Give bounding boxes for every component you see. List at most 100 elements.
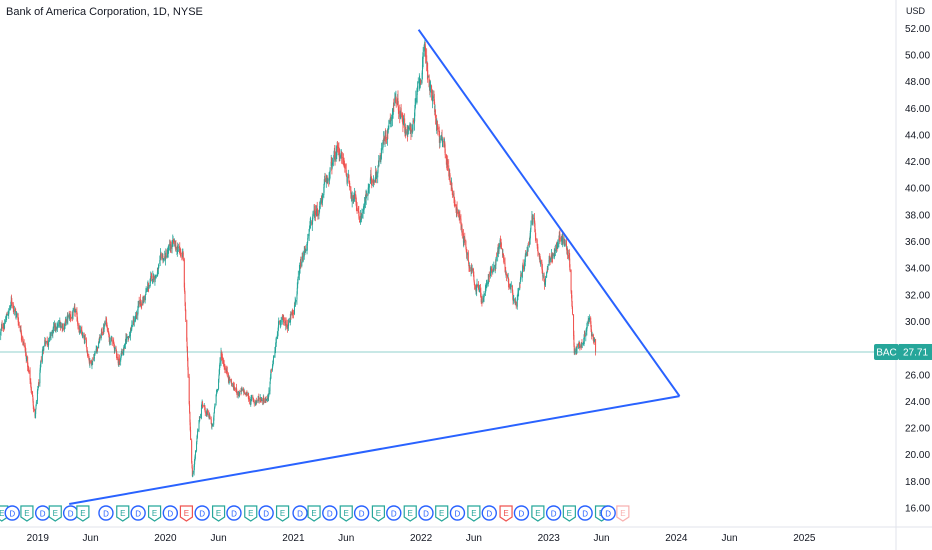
candle-body xyxy=(219,361,221,365)
earnings-marker[interactable]: D xyxy=(62,505,79,521)
dividend-marker[interactable]: E xyxy=(307,505,321,522)
candles xyxy=(0,39,597,478)
candle-body xyxy=(270,369,272,371)
dividend-marker[interactable]: E xyxy=(562,505,576,522)
candle-body xyxy=(197,431,199,435)
candle-body xyxy=(148,287,150,289)
dividend-marker[interactable]: E xyxy=(531,505,545,522)
candle-body xyxy=(346,177,348,184)
candle-body xyxy=(275,346,277,350)
candle-body xyxy=(297,282,299,289)
candle-body xyxy=(89,360,91,362)
earnings-marker[interactable]: D xyxy=(292,505,308,521)
dividend-marker[interactable]: E xyxy=(339,505,353,522)
candle-body xyxy=(165,252,167,257)
candle-body xyxy=(351,195,353,201)
earnings-marker[interactable]: D xyxy=(386,505,402,521)
split-marker[interactable]: E xyxy=(179,505,194,522)
dividend-marker[interactable]: E xyxy=(371,505,386,522)
candle-body xyxy=(578,342,580,346)
candle-body xyxy=(153,275,155,280)
earnings-marker[interactable]: D xyxy=(258,505,274,521)
trendline-upper[interactable] xyxy=(417,29,681,397)
candle-body xyxy=(217,389,219,390)
candle-body xyxy=(295,300,297,302)
candle-body xyxy=(116,356,118,358)
event-letter: E xyxy=(567,509,572,518)
candle-body xyxy=(512,290,514,295)
candle-body xyxy=(277,330,279,336)
earnings-marker[interactable]: D xyxy=(194,505,210,521)
earnings-marker[interactable]: D xyxy=(353,505,370,521)
candle-body xyxy=(203,405,205,407)
dividend-marker[interactable]: E xyxy=(20,505,34,522)
dividend-marker[interactable]: E xyxy=(275,505,290,522)
earnings-marker[interactable]: D xyxy=(545,505,562,521)
candle-body xyxy=(459,216,461,220)
candle-body xyxy=(182,254,184,258)
candle-body xyxy=(187,357,189,367)
dividend-marker[interactable]: E xyxy=(147,505,162,522)
earnings-marker[interactable]: D xyxy=(226,505,242,521)
x-tick-label: 2020 xyxy=(154,533,177,544)
candle-body xyxy=(524,255,526,263)
candle-body xyxy=(381,149,383,155)
earnings-marker[interactable]: D xyxy=(98,505,114,521)
dividend-marker[interactable]: E xyxy=(467,505,481,522)
dividend-marker[interactable]: E xyxy=(76,505,90,522)
candle-body xyxy=(540,260,542,262)
earnings-marker[interactable]: D xyxy=(600,505,616,521)
earnings-marker[interactable]: D xyxy=(481,505,497,521)
dividend-marker[interactable]: E xyxy=(435,505,449,522)
split-upcoming-marker[interactable]: E xyxy=(616,505,630,522)
candle-body xyxy=(194,450,196,456)
earnings-marker[interactable]: D xyxy=(4,505,20,521)
candle-body xyxy=(109,341,111,343)
candle-body xyxy=(4,322,6,329)
candle-body xyxy=(185,309,187,320)
dividend-marker[interactable]: E xyxy=(116,505,130,522)
candle-body xyxy=(103,325,105,329)
earnings-marker[interactable]: D xyxy=(130,505,146,521)
candle-body xyxy=(280,320,282,323)
dividend-marker[interactable]: E xyxy=(244,505,258,522)
earnings-marker[interactable]: D xyxy=(322,505,338,521)
candle-body xyxy=(298,270,300,276)
candle-body xyxy=(473,275,475,280)
candle-body xyxy=(400,108,402,115)
candle-body xyxy=(570,269,572,292)
event-letter: D xyxy=(297,510,303,519)
earnings-marker[interactable]: D xyxy=(34,505,51,521)
candle-body xyxy=(561,238,563,242)
dividend-marker[interactable]: E xyxy=(48,505,62,522)
split-marker[interactable]: E xyxy=(499,505,513,522)
dividend-marker[interactable]: E xyxy=(211,505,226,522)
candle-body xyxy=(589,318,591,320)
candle-body xyxy=(87,353,89,357)
earnings-marker[interactable]: D xyxy=(162,505,179,521)
candle-body xyxy=(236,389,238,393)
earnings-marker[interactable]: D xyxy=(577,505,593,521)
candle-body xyxy=(456,212,458,214)
candle-body xyxy=(460,218,462,225)
trendline-lower[interactable] xyxy=(69,395,680,505)
earnings-marker[interactable]: D xyxy=(513,505,530,521)
candle-body xyxy=(569,268,571,271)
candle-body xyxy=(497,250,499,257)
earnings-marker[interactable]: D xyxy=(418,505,434,521)
candle-body xyxy=(53,326,55,329)
candle-body xyxy=(13,309,15,311)
earnings-marker[interactable]: D xyxy=(449,505,466,521)
candle-body xyxy=(120,357,122,362)
dividend-marker[interactable]: E xyxy=(403,505,417,522)
candle-body xyxy=(324,178,326,182)
candle-body xyxy=(131,324,133,329)
candle-body xyxy=(332,162,334,165)
candle-body xyxy=(204,410,206,413)
candle-body xyxy=(231,383,233,385)
candle-body xyxy=(363,203,365,208)
candle-body xyxy=(432,95,434,98)
event-letter: D xyxy=(40,510,46,519)
